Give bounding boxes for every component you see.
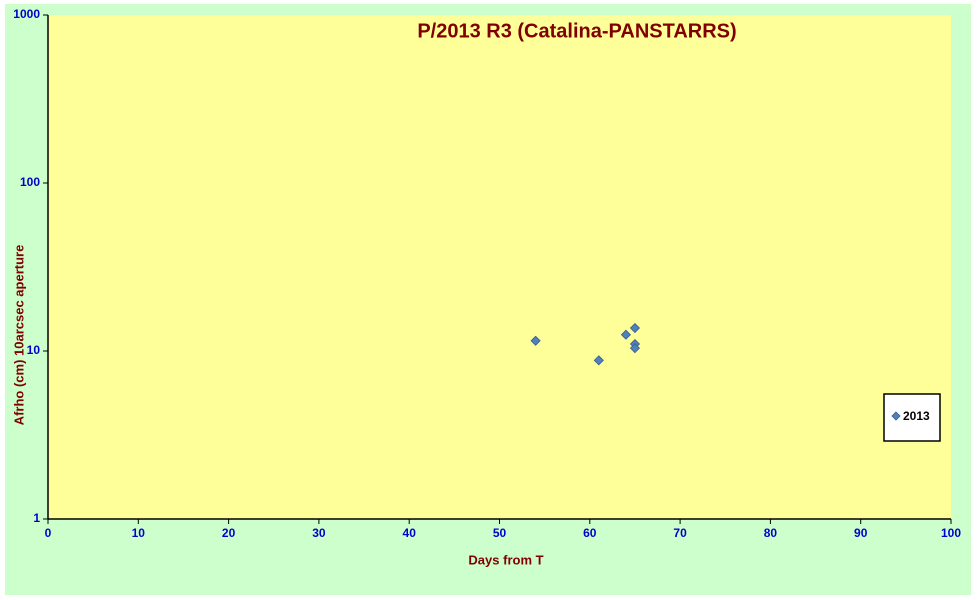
x-tick-label: 50 [493, 526, 507, 540]
legend-label: 2013 [903, 409, 930, 423]
data-point [530, 335, 541, 346]
y-tick-label: 100 [20, 175, 40, 189]
x-tick-label: 20 [222, 526, 236, 540]
plot-area [48, 15, 951, 519]
x-axis-label: Days from T [468, 552, 543, 567]
y-tick-label: 1 [33, 511, 40, 525]
x-tick-label: 70 [673, 526, 687, 540]
legend-marker [891, 411, 901, 421]
y-axis-label: Afrho (cm) 10arcsec aperture [11, 245, 26, 426]
x-tick-label: 80 [764, 526, 778, 540]
x-tick-label: 60 [583, 526, 597, 540]
data-point [629, 322, 641, 334]
x-tick-label: 40 [403, 526, 417, 540]
legend: 2013 [883, 393, 941, 442]
data-point [620, 329, 631, 340]
x-tick-label: 0 [45, 526, 52, 540]
data-point [593, 355, 604, 366]
x-tick-label: 10 [132, 526, 146, 540]
y-tick-label: 10 [27, 343, 41, 357]
x-tick-label: 30 [312, 526, 326, 540]
data-point [629, 343, 641, 354]
chart-title: P/2013 R3 (Catalina-PANSTARRS) [417, 20, 736, 42]
x-tick-label: 100 [941, 526, 961, 540]
y-tick-label: 1000 [13, 7, 40, 21]
x-tick-label: 90 [854, 526, 868, 540]
